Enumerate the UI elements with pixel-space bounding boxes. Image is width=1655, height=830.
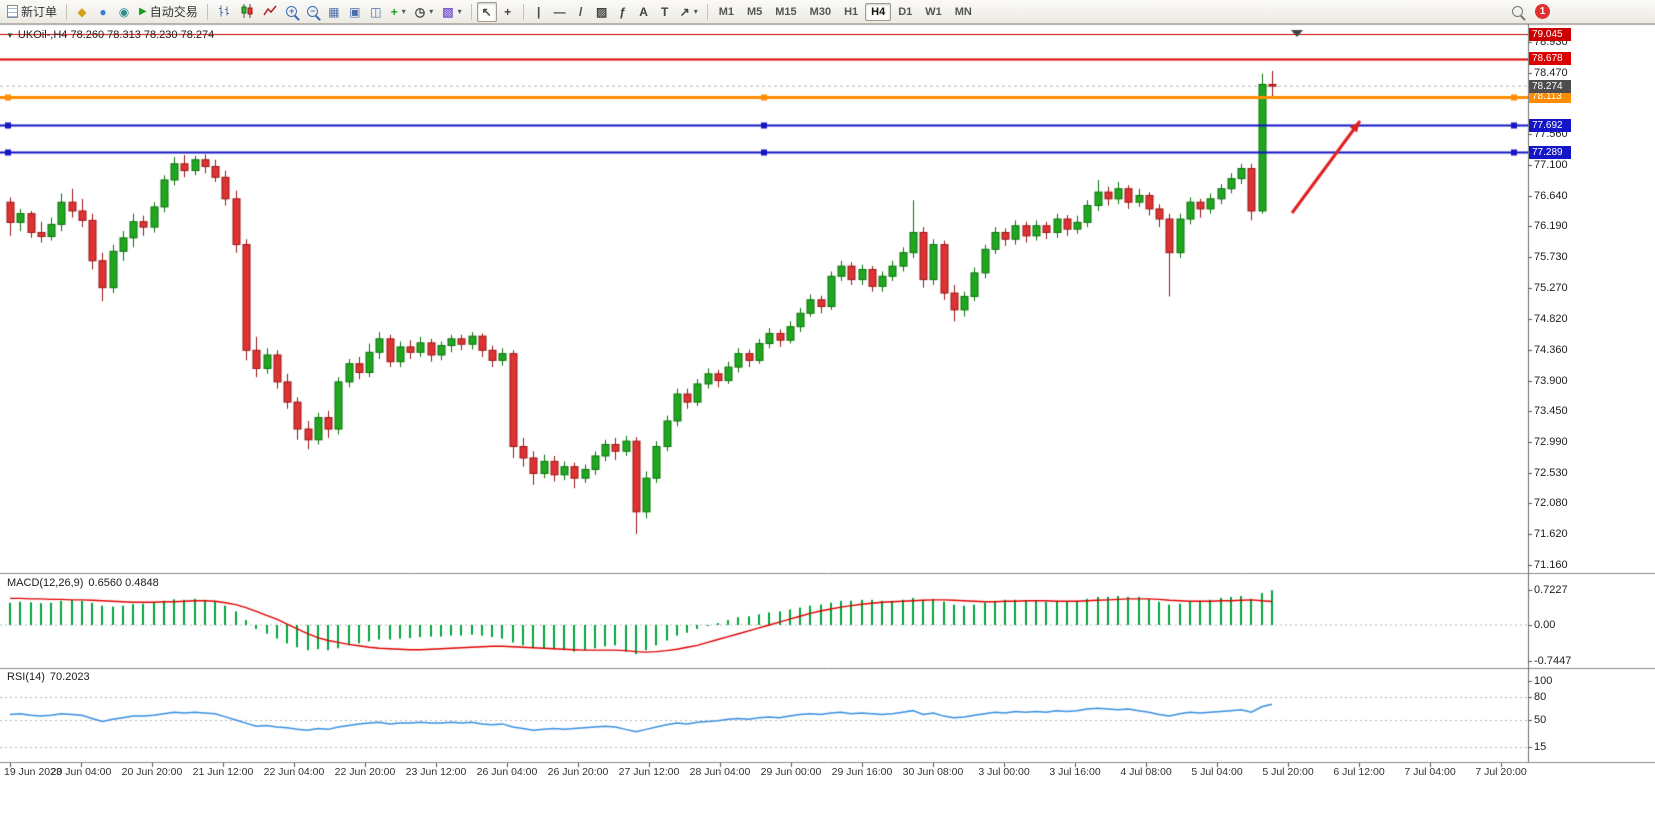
trend-line-button[interactable]: /: [571, 2, 591, 22]
toolbar-separator: [470, 3, 472, 20]
quick-icons-group: ◆ ● ◉: [72, 2, 134, 22]
channel-icon: ▨: [595, 4, 608, 19]
toolbar-separator: [522, 3, 524, 20]
timeframe-button-m30[interactable]: M30: [804, 3, 837, 21]
cursor-icon: ↖: [481, 4, 492, 19]
candlestick-chart-button[interactable]: [236, 2, 258, 22]
bar-chart-icon: [217, 4, 231, 20]
tile-windows-icon: ▦: [328, 4, 340, 19]
templates-icon: ▧: [442, 4, 454, 19]
zoom-in-icon: +: [286, 6, 298, 17]
autotrading-label: 自动交易: [149, 5, 198, 19]
fibonacci-button[interactable]: ƒ: [613, 2, 633, 22]
cascade-windows-icon: ◫: [370, 4, 382, 19]
toolbar-separator: [66, 3, 68, 20]
arrange-charts-button[interactable]: ▣: [345, 2, 365, 22]
window-buttons-group: ▦ ▣ ◫: [324, 2, 386, 22]
zoom-out-icon: −: [307, 6, 319, 17]
indicators-icon: +: [390, 4, 398, 19]
pointer-group: ↖ +: [476, 1, 518, 22]
arrows-icon: ↗: [679, 4, 690, 19]
templates-button[interactable]: ▧ ▾: [438, 2, 465, 22]
timeframe-button-d1[interactable]: D1: [892, 3, 918, 21]
drawing-tools-group: | — / ▨ ƒ A T ↗ ▾: [529, 2, 702, 22]
tile-windows-button[interactable]: ▦: [324, 2, 344, 22]
timeframe-button-h4[interactable]: H4: [865, 2, 892, 21]
chart-canvas[interactable]: [0, 24, 1655, 830]
search-button[interactable]: [1507, 2, 1527, 22]
arrows-button[interactable]: ↗ ▾: [676, 2, 702, 22]
terminal-icon: ◉: [118, 4, 130, 19]
periods-button[interactable]: ◷ ▾: [411, 2, 438, 22]
cursor-button[interactable]: ↖: [476, 1, 497, 22]
arrows-dropdown-icon: ▾: [693, 7, 698, 16]
notification-badge[interactable]: 1: [1535, 4, 1550, 19]
navigator-icon: ●: [99, 4, 107, 19]
trend-line-icon: /: [578, 4, 583, 19]
line-chart-icon: [263, 4, 277, 20]
candlestick-chart-icon: [240, 3, 254, 20]
new-order-icon: [7, 5, 18, 18]
chart-type-group: [213, 2, 281, 22]
crosshair-button[interactable]: +: [498, 2, 518, 22]
navigator-button[interactable]: ●: [93, 2, 113, 22]
arrange-charts-icon: ▣: [349, 4, 361, 19]
market-watch-button[interactable]: ◆: [72, 2, 92, 22]
timeframe-button-m15[interactable]: M15: [769, 3, 802, 21]
crosshair-icon: +: [504, 4, 512, 19]
autotrading-button[interactable]: ▶ 自动交易: [135, 2, 202, 22]
text-button[interactable]: A: [634, 2, 654, 22]
zoom-in-button[interactable]: +: [282, 2, 302, 22]
channel-button[interactable]: ▨: [592, 2, 612, 22]
periods-icon: ◷: [414, 4, 426, 19]
vertical-line-button[interactable]: |: [529, 2, 549, 22]
toolbar-separator: [206, 3, 208, 20]
terminal-button[interactable]: ◉: [114, 2, 134, 22]
timeframe-button-mn[interactable]: MN: [949, 3, 978, 21]
search-icon: [1511, 6, 1523, 17]
zoom-out-button[interactable]: −: [303, 2, 323, 22]
toolbar-separator: [706, 3, 708, 20]
market-watch-icon: ◆: [77, 4, 87, 19]
vertical-line-icon: |: [536, 4, 541, 19]
periods-dropdown-icon: ▾: [429, 7, 434, 16]
timeframe-group: M1 M5 M15 M30 H1 H4 D1 W1 MN: [713, 2, 978, 21]
fibonacci-icon: ƒ: [619, 4, 626, 19]
dropdown-buttons-group: + ▾ ◷ ▾ ▧ ▾: [387, 2, 466, 22]
line-chart-button[interactable]: [259, 2, 281, 22]
bar-chart-button[interactable]: [213, 2, 235, 22]
indicators-button[interactable]: + ▾: [387, 2, 410, 22]
horizontal-line-button[interactable]: —: [550, 2, 570, 22]
indicators-dropdown-icon: ▾: [401, 7, 406, 16]
timeframe-button-m5[interactable]: M5: [741, 3, 768, 21]
new-order-button[interactable]: 新订单: [3, 2, 61, 22]
horizontal-line-icon: —: [553, 4, 566, 19]
timeframe-button-h1[interactable]: H1: [838, 3, 864, 21]
templates-dropdown-icon: ▾: [457, 7, 462, 16]
timeframe-button-w1[interactable]: W1: [919, 3, 948, 21]
text-label-icon: T: [660, 4, 669, 19]
toolbar-right-icons: 1: [1507, 2, 1552, 22]
cascade-windows-button[interactable]: ◫: [366, 2, 386, 22]
main-toolbar: 新订单 ◆ ● ◉ ▶ 自动交易 + − ▦ ▣ ◫ + ▾ ◷ ▾ ▧ ▾ ↖ + | — / ▨ ƒ A T…: [0, 0, 1655, 24]
timeframe-button-m1[interactable]: M1: [713, 3, 740, 21]
autotrading-play-icon: ▶: [139, 6, 147, 17]
new-order-label: 新订单: [21, 5, 58, 19]
text-icon: A: [639, 4, 648, 19]
text-label-button[interactable]: T: [655, 2, 675, 22]
